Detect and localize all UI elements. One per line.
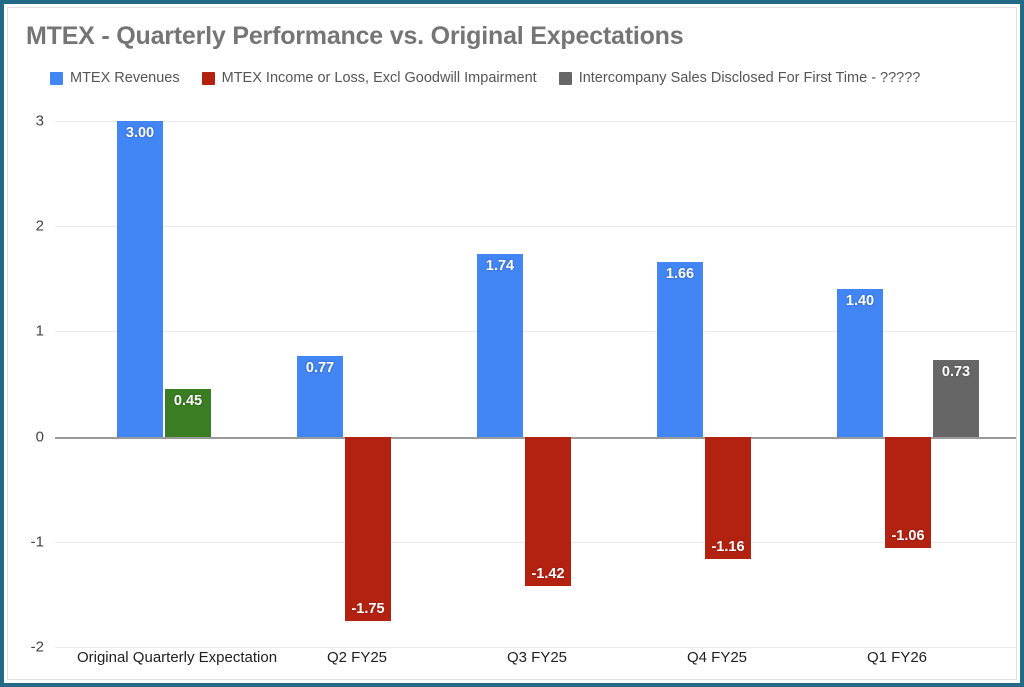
gridline: 2 xyxy=(36,218,1016,235)
bar-revenues-original[interactable]: 3.00 xyxy=(117,121,163,437)
legend-item-label: MTEX Income or Loss, Excl Goodwill Impai… xyxy=(221,70,537,86)
bar-revenues-q3fy25[interactable]: 1.74 xyxy=(477,253,523,437)
bar-income-q1fy26[interactable]: -1.06 xyxy=(885,436,931,549)
bar-value-label: -1.16 xyxy=(711,538,745,555)
bar-value-label: 1.74 xyxy=(485,257,515,274)
x-axis-tick-label: Original Quarterly Expectation xyxy=(76,649,278,666)
bar-revenues-q2fy25[interactable]: 0.77 xyxy=(297,355,343,437)
bar-value-label: 1.66 xyxy=(665,265,695,282)
legend-swatch-income-loss xyxy=(201,71,215,85)
legend-item[interactable]: MTEX Income or Loss, Excl Goodwill Impai… xyxy=(201,70,537,86)
plot-area: 3 2 1 0 -1 -2 3.00 0.45 0.77 -1.75 1.74 -1.42 1.66 -1… xyxy=(31,113,1016,656)
y-axis-tick-label: 0 xyxy=(35,428,44,446)
chart-title: MTEX - Quarterly Performance vs. Origina… xyxy=(26,22,684,50)
chart-legend: MTEX Revenues MTEX Income or Loss, Excl G… xyxy=(50,70,920,86)
bar-intercompany-q1fy26[interactable]: 0.73 xyxy=(933,359,979,437)
x-axis-tick-label: Q2 FY25 xyxy=(326,649,388,666)
x-axis-tick-label: Q4 FY25 xyxy=(686,649,748,666)
gridline: -2 xyxy=(31,639,1016,656)
bar-income-q2fy25[interactable]: -1.75 xyxy=(345,436,391,621)
y-axis-tick-label: -2 xyxy=(30,638,44,656)
gridline: 3 xyxy=(36,113,1016,130)
bar-revenues-q1fy26[interactable]: 1.40 xyxy=(837,289,883,437)
bar-value-label: 1.40 xyxy=(845,293,875,310)
bar-value-label: 0.77 xyxy=(305,359,335,376)
bar-revenues-q4fy25[interactable]: 1.66 xyxy=(657,261,703,437)
y-axis-tick-label: 1 xyxy=(35,322,44,340)
chart-canvas: MTEX - Quarterly Performance vs. Origina… xyxy=(7,7,1017,680)
y-axis-tick-label: -1 xyxy=(30,533,44,551)
bar-value-label: 3.00 xyxy=(125,125,155,141)
legend-item[interactable]: MTEX Revenues xyxy=(50,70,180,86)
x-axis-tick-label: Q3 FY25 xyxy=(506,649,568,666)
bar-value-label: 0.45 xyxy=(173,393,203,410)
x-axis-tick-label: Q1 FY26 xyxy=(866,649,928,666)
bar-value-label: -1.75 xyxy=(351,600,385,617)
y-axis-tick-label: 3 xyxy=(35,112,44,130)
x-axis: Original Quarterly Expectation Q2 FY25 Q3 … xyxy=(55,649,1016,679)
y-axis-tick-label: 2 xyxy=(35,217,44,235)
legend-item[interactable]: Intercompany Sales Disclosed For First T… xyxy=(558,70,921,86)
bar-value-label: -1.42 xyxy=(531,565,565,582)
bar-income-original[interactable]: 0.45 xyxy=(165,389,211,437)
bar-value-label: -1.06 xyxy=(891,528,925,545)
legend-swatch-intercompany xyxy=(558,71,572,85)
legend-item-label: MTEX Revenues xyxy=(70,70,180,86)
legend-swatch-revenues xyxy=(50,71,63,85)
legend-item-label: Intercompany Sales Disclosed For First T… xyxy=(578,70,921,86)
bar-income-q3fy25[interactable]: -1.42 xyxy=(525,436,571,586)
gridline: 1 xyxy=(36,323,1016,340)
bar-income-q4fy25[interactable]: -1.16 xyxy=(705,436,751,559)
bar-value-label: 0.73 xyxy=(941,363,971,380)
